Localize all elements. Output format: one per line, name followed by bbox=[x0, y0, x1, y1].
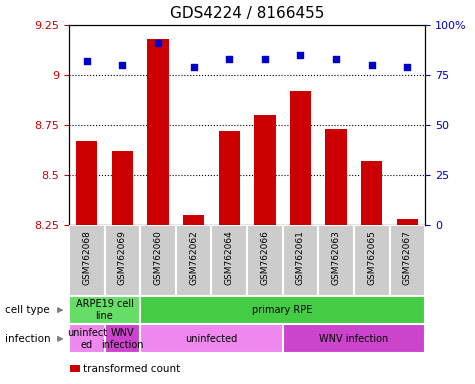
Bar bbox=[254, 115, 276, 225]
Bar bbox=[283, 225, 318, 296]
Bar bbox=[397, 218, 418, 225]
Bar bbox=[354, 225, 390, 296]
Text: GSM762063: GSM762063 bbox=[332, 230, 341, 285]
Text: GSM762066: GSM762066 bbox=[260, 230, 269, 285]
Point bbox=[154, 40, 162, 46]
Text: WNV infection: WNV infection bbox=[319, 334, 389, 344]
Bar bbox=[147, 39, 169, 225]
Text: uninfect
ed: uninfect ed bbox=[66, 328, 107, 350]
Title: GDS4224 / 8166455: GDS4224 / 8166455 bbox=[170, 6, 324, 21]
Text: GSM762061: GSM762061 bbox=[296, 230, 305, 285]
Point bbox=[332, 56, 340, 62]
Text: infection: infection bbox=[5, 334, 50, 344]
Text: primary RPE: primary RPE bbox=[252, 305, 313, 315]
Point bbox=[261, 56, 269, 62]
Text: transformed count: transformed count bbox=[83, 364, 180, 374]
Text: GSM762065: GSM762065 bbox=[367, 230, 376, 285]
Text: GSM762067: GSM762067 bbox=[403, 230, 412, 285]
Bar bbox=[247, 225, 283, 296]
Bar bbox=[390, 225, 425, 296]
Bar bbox=[211, 225, 247, 296]
Bar bbox=[290, 91, 311, 225]
Text: WNV
infection: WNV infection bbox=[101, 328, 143, 350]
Bar bbox=[140, 296, 425, 324]
Bar bbox=[361, 161, 382, 225]
Bar bbox=[140, 225, 176, 296]
Text: GSM762060: GSM762060 bbox=[153, 230, 162, 285]
Point bbox=[190, 64, 198, 70]
Text: GSM762068: GSM762068 bbox=[82, 230, 91, 285]
Bar bbox=[104, 225, 140, 296]
Bar bbox=[183, 215, 204, 225]
Bar bbox=[283, 324, 425, 353]
Bar bbox=[318, 225, 354, 296]
Text: cell type: cell type bbox=[5, 305, 49, 315]
Point bbox=[296, 52, 304, 58]
Bar bbox=[104, 324, 140, 353]
Text: GSM762069: GSM762069 bbox=[118, 230, 127, 285]
Point bbox=[83, 58, 90, 64]
Text: uninfected: uninfected bbox=[185, 334, 238, 344]
Bar bbox=[69, 324, 104, 353]
Bar bbox=[140, 324, 283, 353]
Text: ARPE19 cell
line: ARPE19 cell line bbox=[76, 299, 133, 321]
Bar bbox=[69, 225, 104, 296]
Bar bbox=[176, 225, 211, 296]
Bar bbox=[76, 141, 97, 225]
Text: GSM762062: GSM762062 bbox=[189, 230, 198, 285]
Point bbox=[225, 56, 233, 62]
Point bbox=[368, 62, 375, 68]
Bar bbox=[218, 131, 240, 225]
Point bbox=[403, 64, 411, 70]
Bar bbox=[325, 129, 347, 225]
Bar bbox=[112, 151, 133, 225]
Text: GSM762064: GSM762064 bbox=[225, 230, 234, 285]
Bar bbox=[69, 296, 140, 324]
Bar bbox=[70, 365, 79, 372]
Point bbox=[119, 62, 126, 68]
